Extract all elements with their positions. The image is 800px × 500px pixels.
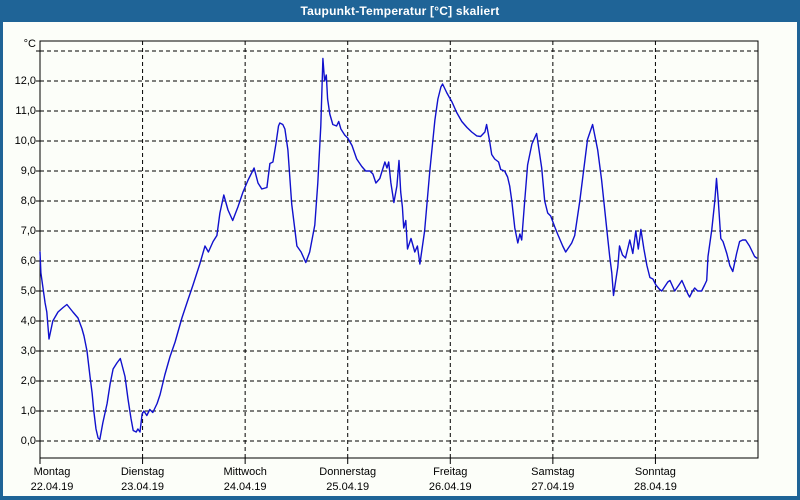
y-axis-tick-label: 9,0 xyxy=(20,165,36,177)
x-axis-date-label: 22.04.19 xyxy=(30,481,74,493)
y-axis-unit-label: °C xyxy=(23,38,36,50)
x-axis-day-label: Dienstag xyxy=(120,466,165,478)
x-axis-day-label: Samstag xyxy=(531,466,575,478)
x-axis-date-label: 24.04.19 xyxy=(223,481,267,493)
plot-border xyxy=(39,40,759,459)
y-axis-tick-label: 3,0 xyxy=(20,345,36,357)
y-axis-tick-label: 1,0 xyxy=(20,405,36,417)
dewpoint-chart-plot[interactable] xyxy=(0,22,800,496)
x-axis-date-label: 27.04.19 xyxy=(531,481,575,493)
y-axis-tick-label: 12,0 xyxy=(14,75,36,87)
title-bar: Taupunkt-Temperatur [°C] skaliert xyxy=(0,0,800,22)
x-axis-day-label: Donnerstag xyxy=(319,466,377,478)
x-axis-day-label: Sonntag xyxy=(634,466,676,478)
y-axis-tick-label: 6,0 xyxy=(20,255,36,267)
x-axis-date-label: 26.04.19 xyxy=(428,481,472,493)
x-axis-date-label: 28.04.19 xyxy=(634,481,677,493)
x-axis-day-label: Mittwoch xyxy=(223,466,267,478)
y-axis-tick-label: 11,0 xyxy=(15,105,36,117)
x-axis-day-label: Montag xyxy=(33,466,71,478)
y-axis-tick-label: 4,0 xyxy=(20,315,36,327)
y-axis-tick-label: 5,0 xyxy=(20,285,36,297)
window-title: Taupunkt-Temperatur [°C] skaliert xyxy=(300,4,500,18)
x-axis-date-label: 25.04.19 xyxy=(326,481,370,493)
y-axis-tick-label: 7,0 xyxy=(20,225,36,237)
x-axis-day-label: Freitag xyxy=(433,466,468,478)
chart-area: °C 12,0 11,0 10,0 9,0 8,0 7,0 6,0 5,0 4,0 3,0 2,0 1… xyxy=(0,22,800,496)
x-axis-date-label: 23.04.19 xyxy=(121,481,164,493)
dewpoint-line-series xyxy=(39,57,758,441)
y-axis-tick-label: 8,0 xyxy=(20,195,36,207)
y-axis-tick-label: 2,0 xyxy=(20,375,36,387)
y-axis-tick-label: 10,0 xyxy=(14,135,36,147)
y-axis-tick-label: 0,0 xyxy=(20,435,36,447)
